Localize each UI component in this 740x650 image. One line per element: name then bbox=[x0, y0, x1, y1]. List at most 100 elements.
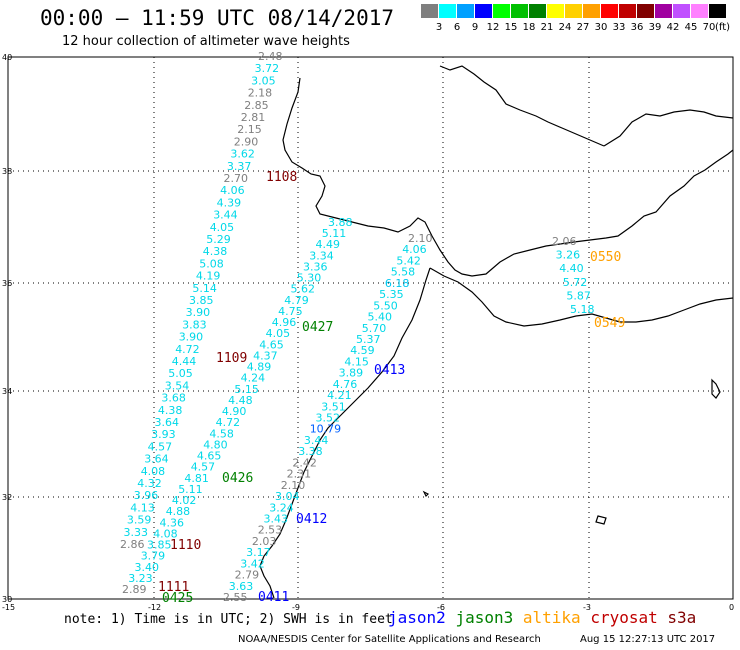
wave-height-value: 5.58 bbox=[391, 266, 416, 279]
wave-height-value: 3.40 bbox=[135, 561, 160, 574]
wave-height-value: 3.17 bbox=[246, 546, 271, 559]
lat-label-30: 30 bbox=[2, 595, 12, 604]
wave-height-value: 2.79 bbox=[235, 569, 260, 582]
satellite-cryosat: cryosat bbox=[590, 608, 668, 627]
wave-height-value: 2.55 bbox=[223, 591, 248, 604]
wave-height-value: 4.38 bbox=[158, 404, 183, 417]
wave-height-value: 2.53 bbox=[258, 524, 283, 537]
legend-label: 42 bbox=[666, 22, 680, 33]
lon-label-6: -6 bbox=[437, 603, 445, 612]
legend-swatch bbox=[439, 4, 456, 18]
legend-label: 18 bbox=[522, 22, 536, 33]
page-title: 00:00 – 11:59 UTC 08/14/2017 bbox=[40, 6, 395, 30]
pass-label: 0427 bbox=[302, 320, 333, 335]
wave-height-value: 4.36 bbox=[160, 516, 185, 529]
wave-height-value: 2.48 bbox=[258, 50, 283, 63]
lon-label-15: -15 bbox=[2, 603, 15, 612]
pass-label: 0413 bbox=[374, 363, 405, 378]
legend-label: 12 bbox=[486, 22, 500, 33]
wave-height-value: 4.81 bbox=[184, 472, 209, 485]
lon-label-3: -3 bbox=[583, 603, 591, 612]
wave-height-value: 3.36 bbox=[303, 261, 328, 274]
wave-height-value: 5.35 bbox=[379, 288, 404, 301]
legend-label: 24 bbox=[558, 22, 572, 33]
legend-swatch bbox=[637, 4, 654, 18]
lat-label-38: 38 bbox=[2, 167, 12, 176]
wave-height-value: 3.64 bbox=[144, 453, 169, 466]
wave-height-value: 4.90 bbox=[222, 405, 247, 418]
legend-label: 3 bbox=[435, 22, 443, 33]
wave-height-value: 4.32 bbox=[137, 477, 162, 490]
wave-height-value: 4.57 bbox=[191, 461, 216, 474]
wave-height-value: 4.21 bbox=[327, 389, 352, 402]
wave-height-value: 4.24 bbox=[241, 372, 266, 385]
page-subtitle: 12 hour collection of altimeter wave hei… bbox=[62, 34, 350, 49]
legend-label: 9 bbox=[471, 22, 479, 33]
wave-height-value: 3.04 bbox=[275, 490, 300, 503]
satellite-s3a: s3a bbox=[667, 608, 697, 627]
wave-height-value: 3.38 bbox=[298, 445, 323, 458]
wave-height-value: 2.85 bbox=[244, 99, 269, 112]
wave-height-value: 10.79 bbox=[310, 423, 342, 436]
wave-height-value: 2.10 bbox=[408, 232, 433, 245]
wave-height-value: 3.64 bbox=[155, 416, 180, 429]
legend-unit: (ft) bbox=[715, 22, 731, 33]
wave-height-value: 4.40 bbox=[559, 262, 584, 275]
wave-height-value: 4.59 bbox=[350, 344, 375, 357]
wave-height-value: 3.33 bbox=[124, 526, 149, 539]
wave-height-value: 5.11 bbox=[178, 483, 203, 496]
legend-swatch bbox=[421, 4, 438, 18]
wave-height-value: 3.52 bbox=[316, 412, 341, 425]
legend-label: 6 bbox=[453, 22, 461, 33]
legend-swatch bbox=[655, 4, 672, 18]
wave-height-value: 2.10 bbox=[281, 479, 306, 492]
lat-label-40: 40 bbox=[2, 53, 12, 62]
wave-height-value: 5.50 bbox=[373, 299, 398, 312]
wave-height-value: 3.90 bbox=[179, 331, 204, 344]
wave-height-value: 5.70 bbox=[362, 322, 387, 335]
track-3-labels: 2.104.065.425.586.185.355.505.405.705.37… bbox=[223, 232, 433, 604]
pass-label: 0425 bbox=[162, 591, 193, 606]
legend-swatch bbox=[475, 4, 492, 18]
legend-label: 27 bbox=[576, 22, 590, 33]
wave-height-value: 4.05 bbox=[210, 221, 235, 234]
wave-height-value: 3.59 bbox=[127, 514, 151, 527]
satellite-legend: jason2 jason3 altika cryosat s3a bbox=[388, 608, 696, 627]
wave-height-value: 5.05 bbox=[168, 367, 193, 380]
wave-height-value: 4.39 bbox=[217, 196, 242, 209]
legend-swatch bbox=[583, 4, 600, 18]
wave-height-value: 5.15 bbox=[234, 383, 259, 396]
wave-height-value: 5.87 bbox=[566, 289, 591, 302]
lon-label-9: -9 bbox=[292, 603, 300, 612]
lat-label-36: 36 bbox=[2, 279, 12, 288]
wave-height-value: 4.88 bbox=[166, 505, 191, 518]
satellite-jason2: jason2 bbox=[388, 608, 456, 627]
pass-label: 0411 bbox=[258, 590, 289, 605]
wave-height-value: 3.83 bbox=[182, 318, 207, 331]
pass-labels: 1108 1109 1110 1111 0427 0426 0425 0413 0412 0411… bbox=[158, 170, 625, 606]
lat-label-32: 32 bbox=[2, 493, 12, 502]
wave-height-value: 3.43 bbox=[264, 513, 289, 526]
wave-height-value: 5.62 bbox=[291, 283, 316, 296]
wave-height-value: 4.37 bbox=[253, 350, 278, 363]
wave-height-value: 2.81 bbox=[241, 111, 265, 124]
wave-height-value: 3.62 bbox=[230, 148, 255, 161]
wave-height-value: 5.37 bbox=[356, 333, 381, 346]
wave-height-value: 4.02 bbox=[172, 494, 197, 507]
legend-label: 15 bbox=[504, 22, 518, 33]
legend-label: 33 bbox=[612, 22, 626, 33]
credit-text: NOAA/NESDIS Center for Satellite Applica… bbox=[238, 634, 541, 645]
wave-height-value: 5.11 bbox=[322, 227, 347, 240]
wave-height-value: 5.08 bbox=[199, 257, 224, 270]
wave-height-value: 4.65 bbox=[197, 450, 222, 463]
lon-label-0: 0 bbox=[729, 603, 734, 612]
axis-labels: 40 38 36 34 32 30 -15 -12 -9 -6 -3 0 bbox=[2, 53, 734, 612]
wave-height-value: 3.05 bbox=[251, 74, 276, 87]
pass-label: 1111 bbox=[158, 580, 189, 595]
wave-height-value: 4.76 bbox=[333, 378, 358, 391]
wave-height-value: 3.96 bbox=[134, 489, 159, 502]
wave-height-value: 3.68 bbox=[161, 392, 186, 405]
wave-height-value: 4.49 bbox=[316, 238, 341, 251]
legend-label: 70 bbox=[702, 22, 716, 33]
